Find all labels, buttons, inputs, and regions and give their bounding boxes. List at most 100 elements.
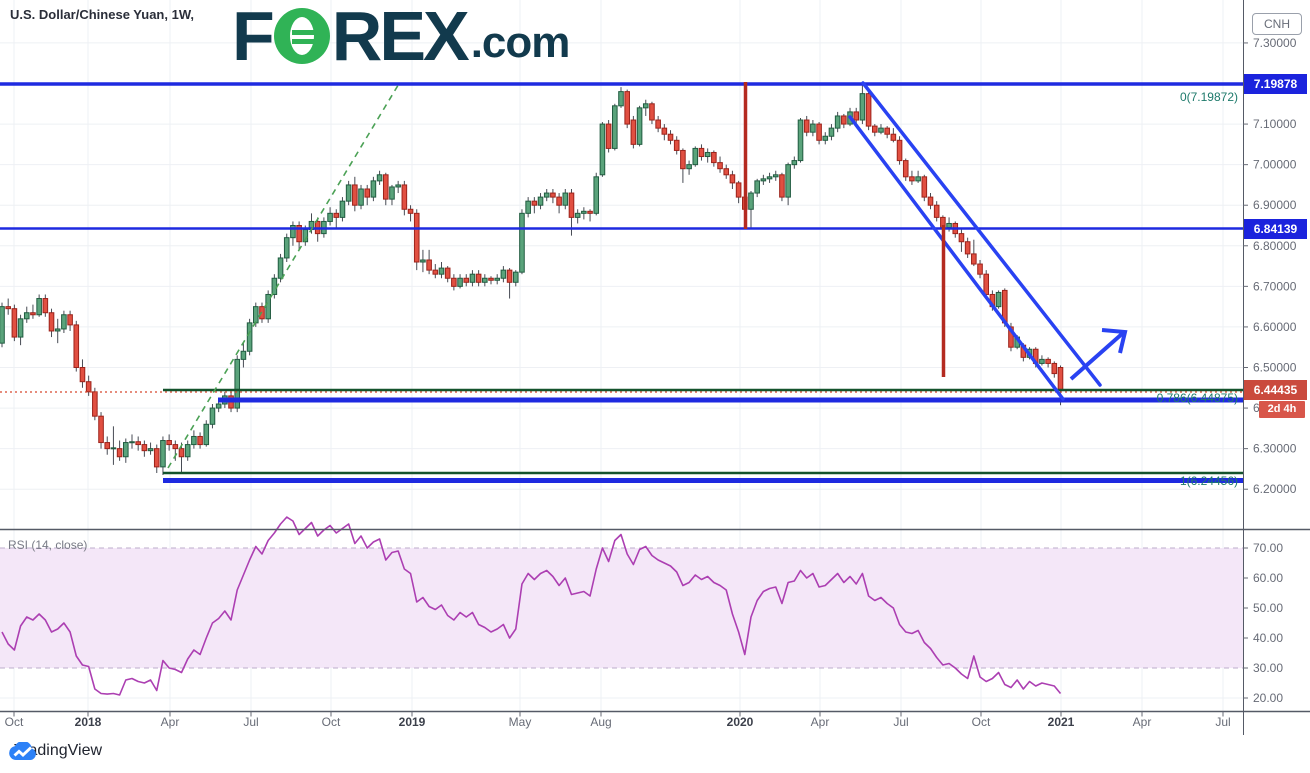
candle-up [389,186,395,200]
candle-up [395,184,401,188]
time-tick-label: Apr [811,715,830,729]
candle-down [432,269,439,275]
candle-down [921,176,928,198]
candle-down [909,176,915,182]
candle-up [494,277,500,281]
time-tick-label: Jul [1215,715,1230,729]
time-tick-label: Aug [590,715,611,729]
price-tick-label: 6.90000 [1253,198,1297,212]
candle-down [605,123,612,149]
candle-down [853,111,860,121]
tradingview-logo[interactable]: TradingView [8,742,102,760]
candle-up [785,164,791,198]
candle-up [766,176,773,180]
price-badge-68413[interactable]: 6.84139 [1244,218,1307,239]
candle-up [482,277,488,283]
price-badge-71987[interactable]: 7.19878 [1244,74,1307,94]
candle-down [890,133,897,141]
fib-label-1[interactable]: 1(6.24456) [1179,474,1238,488]
forex-logo-text-dotcom: .com [470,18,571,67]
candle-up [915,176,921,182]
candle-down [135,441,141,446]
forex-logo-text-f: F [232,0,275,75]
candle-down [475,273,482,283]
fib-label-0[interactable]: 0(7.19872) [1179,90,1238,104]
candle-up [692,147,699,166]
candle-down [1057,366,1064,391]
candle-down [729,174,736,184]
fib-label-0786[interactable]: 0.786(6.44875) [1156,391,1238,405]
channel-lower-line[interactable] [848,115,1065,401]
candle-up [859,93,866,121]
candle-down [983,273,990,295]
time-tick-label: 2019 [399,715,426,729]
candle-up [834,115,841,129]
candle-down [568,192,575,218]
time-tick-label: Jul [243,715,258,729]
candle-up [612,105,618,149]
candle-down [178,448,185,458]
candle-down [197,435,203,446]
candle-down [630,119,637,145]
candle-down [841,115,847,125]
candle-up [772,174,779,178]
candle-up [160,440,166,468]
candle-down [413,212,420,263]
candle-up [543,192,550,198]
price-tick-label: 6.20000 [1253,482,1297,496]
candle-up [283,237,290,259]
candle-up [23,312,30,320]
price-tick-label: 7.10000 [1253,117,1297,131]
candle-down [73,324,80,368]
price-tick-label: 6.50000 [1253,360,1297,374]
last-price-badge[interactable]: 6.44435 [1244,380,1307,401]
candle-up [271,277,278,295]
time-tick-label: Oct [972,715,991,729]
candle-down [1051,362,1058,375]
candle-up [234,358,241,409]
candle-up [686,164,692,170]
tradingview-cloud-icon [9,742,36,760]
price-tick-label: 6.60000 [1253,320,1297,334]
rsi-tick-label: 30.00 [1253,661,1283,675]
candle-down [865,93,872,127]
candle-up [246,322,253,352]
dashed-trendline[interactable] [167,81,401,469]
candle-down [98,415,104,444]
candle-up [184,444,191,458]
candle-up [878,127,884,133]
currency-unit-toggle[interactable]: CNH [1252,13,1302,35]
candle-down [673,139,680,151]
candle-up [252,306,259,324]
breakout-arrow-head[interactable] [1101,328,1128,354]
candle-down [296,225,302,243]
candle-down [352,184,358,206]
candle-down [382,174,389,200]
candle-down [116,448,123,458]
rsi-indicator-label[interactable]: RSI (14, close) [8,538,88,552]
candle-up [810,123,816,133]
price-axis[interactable]: 7.30000 7.10000 7.00000 6.90000 6.80000 6.700… [1243,36,1297,705]
time-axis[interactable]: Oct 2018 Apr Jul Oct 2019 May Aug 2020 Apr Jul Oct 2… [5,711,1231,730]
candle-down [655,119,661,129]
rsi-tick-label: 50.00 [1253,601,1283,615]
candle-up [469,273,476,283]
candle-down [667,133,674,141]
time-tick-label: May [509,715,532,729]
candle-down [927,196,934,206]
candle-up [240,350,247,360]
candle-down [5,306,11,310]
candle-up [562,192,569,206]
price-tick-label: 6.80000 [1253,239,1297,253]
candle-up [277,257,284,279]
candle-down [933,204,940,218]
candle-up [593,176,600,214]
rsi-line [1,516,1062,696]
candle-up [209,407,216,425]
candle-down [896,139,903,162]
breakout-arrow-shaft[interactable] [1069,331,1125,381]
candle-down [79,366,86,383]
channel-upper-line[interactable] [861,81,1102,387]
candle-down [1045,358,1051,364]
